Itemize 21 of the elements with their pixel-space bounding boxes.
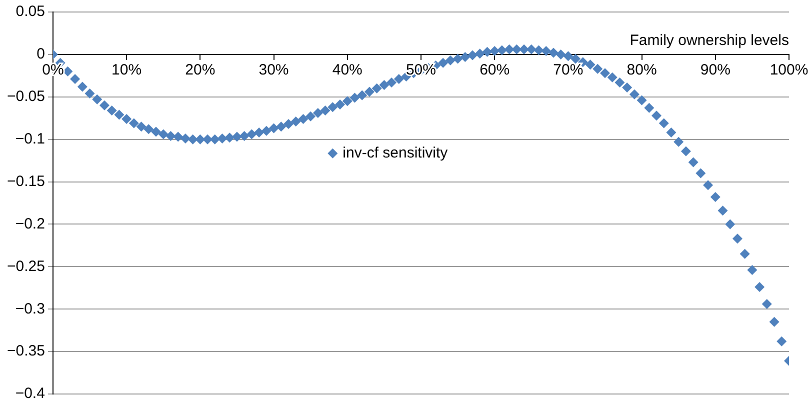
x-tick-label: 20% [185, 62, 216, 79]
y-tick-label: −0.15 [6, 172, 45, 190]
x-tick-label: 70% [553, 62, 584, 79]
y-tick-label: −0.05 [6, 88, 45, 106]
y-tick-label: −0.25 [6, 258, 45, 275]
y-tick-label: 0 [36, 46, 45, 63]
y-tick-label: −0.1 [15, 130, 45, 148]
y-tick-label: −0.35 [6, 342, 45, 360]
legend-label: inv-cf sensitivity [342, 144, 448, 162]
x-tick-label: 100% [770, 62, 808, 79]
x-axis-title: Family ownership levels [630, 32, 789, 50]
x-tick-label: 60% [480, 62, 510, 79]
y-tick-label: −0.3 [15, 300, 45, 318]
y-tick-label: −0.2 [15, 215, 45, 232]
x-tick-label: 30% [258, 62, 289, 79]
x-tick-label: 10% [112, 62, 142, 79]
x-tick-label: 40% [332, 62, 362, 79]
x-tick-label: 80% [626, 62, 657, 79]
y-tick-label: −0.4 [15, 385, 45, 402]
y-tick-label: 0.05 [16, 3, 45, 20]
x-tick-label: 90% [700, 62, 730, 79]
